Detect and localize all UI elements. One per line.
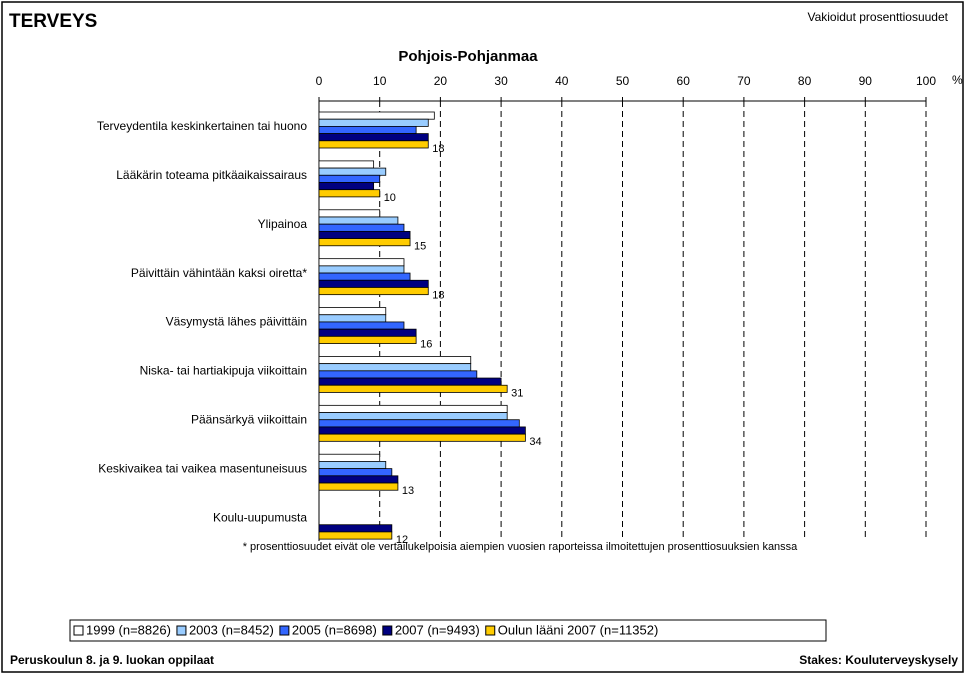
y-tick-label: Niska- tai hartiakipuja viikoittain <box>140 364 307 378</box>
data-label: 18 <box>432 290 444 302</box>
x-tick-label: 20 <box>434 74 448 88</box>
y-tick-label: Päänsärkyä viikoittain <box>191 413 307 427</box>
bar <box>318 412 508 421</box>
y-tick-label: Lääkärin toteama pitkäaikaissairaus <box>116 168 307 182</box>
bar <box>318 531 393 540</box>
y-tick-label: Väsymystä lähes päivittäin <box>166 315 307 329</box>
bar <box>318 377 502 386</box>
bar <box>318 216 399 225</box>
data-label: 12 <box>396 534 408 546</box>
data-label: 15 <box>414 241 426 253</box>
page-title: TERVEYS <box>9 11 97 32</box>
axis-unit: % <box>952 73 963 87</box>
bar <box>318 426 526 435</box>
bar <box>318 182 375 191</box>
x-tick-label: 30 <box>494 74 508 88</box>
bar <box>318 174 381 183</box>
legend-swatch <box>279 625 290 636</box>
bar <box>318 482 399 491</box>
bar <box>318 111 435 120</box>
legend-label: 2003 (n=8452) <box>189 622 274 637</box>
bar <box>318 453 381 462</box>
x-tick-label: 70 <box>737 74 751 88</box>
x-tick-label: 0 <box>316 74 323 88</box>
bar <box>318 160 375 169</box>
bar <box>318 140 429 149</box>
y-tick-label: Päivittäin vähintään kaksi oiretta* <box>131 266 307 280</box>
bar <box>318 461 387 470</box>
bar <box>318 307 387 316</box>
footer-left: Peruskoulun 8. ja 9. luokan oppilaat <box>10 653 214 667</box>
data-label: 10 <box>384 192 396 204</box>
data-label: 18 <box>432 143 444 155</box>
y-tick-label: Terveydentila keskinkertainen tai huono <box>97 119 307 133</box>
bar <box>318 287 429 296</box>
bar <box>318 209 381 218</box>
legend-label: 1999 (n=8826) <box>86 622 171 637</box>
bar <box>318 321 405 330</box>
bar <box>318 230 411 239</box>
bar <box>318 419 520 428</box>
x-tick-label: 90 <box>859 74 873 88</box>
data-label: 13 <box>402 485 414 497</box>
bar <box>318 356 472 365</box>
footer-right: Stakes: Kouluterveyskysely <box>799 653 958 667</box>
bar <box>318 167 387 176</box>
data-label: 16 <box>420 338 432 350</box>
bar <box>318 223 405 232</box>
y-tick-label: Keskivaikea tai vaikea masentuneisuus <box>98 461 307 475</box>
x-tick-label: 60 <box>677 74 691 88</box>
legend-swatch <box>73 625 84 636</box>
bar <box>318 258 405 267</box>
y-tick-label: Ylipainoa <box>258 217 308 231</box>
footnote: * prosenttiosuudet eivät ole vertailukel… <box>243 541 798 553</box>
chart-title: Pohjois-Pohjanmaa <box>398 48 538 65</box>
legend-swatch <box>485 625 496 636</box>
bar <box>318 265 405 274</box>
legend-box <box>69 619 827 642</box>
legend-label: 2005 (n=8698) <box>292 622 377 637</box>
page-note: Vakioidut prosenttiosuudet <box>807 10 948 24</box>
bar <box>318 370 478 379</box>
x-tick-label: 40 <box>555 74 569 88</box>
bar <box>318 189 381 198</box>
bar <box>318 363 472 372</box>
bar <box>318 433 526 442</box>
bar <box>318 126 417 135</box>
bar <box>318 314 387 323</box>
data-label: 31 <box>511 387 523 399</box>
bar <box>318 118 429 127</box>
bar <box>318 468 393 477</box>
bar <box>318 524 393 533</box>
legend-swatch <box>176 625 187 636</box>
bar <box>318 475 399 484</box>
bar <box>318 279 429 288</box>
x-tick-label: 50 <box>616 74 630 88</box>
bar <box>318 404 508 413</box>
bar <box>318 272 411 281</box>
y-tick-label: Koulu-uupumusta <box>213 510 307 524</box>
bar <box>318 238 411 247</box>
legend-label: 2007 (n=9493) <box>395 622 480 637</box>
bar <box>318 328 417 337</box>
x-tick-label: 10 <box>373 74 387 88</box>
x-tick-label: 80 <box>798 74 812 88</box>
legend-label: Oulun lääni 2007 (n=11352) <box>498 622 659 637</box>
bar <box>318 335 417 344</box>
x-tick-label: 100 <box>916 74 936 88</box>
bar <box>318 133 429 142</box>
data-label: 34 <box>529 436 541 448</box>
legend-swatch <box>382 625 393 636</box>
bar <box>318 384 508 393</box>
